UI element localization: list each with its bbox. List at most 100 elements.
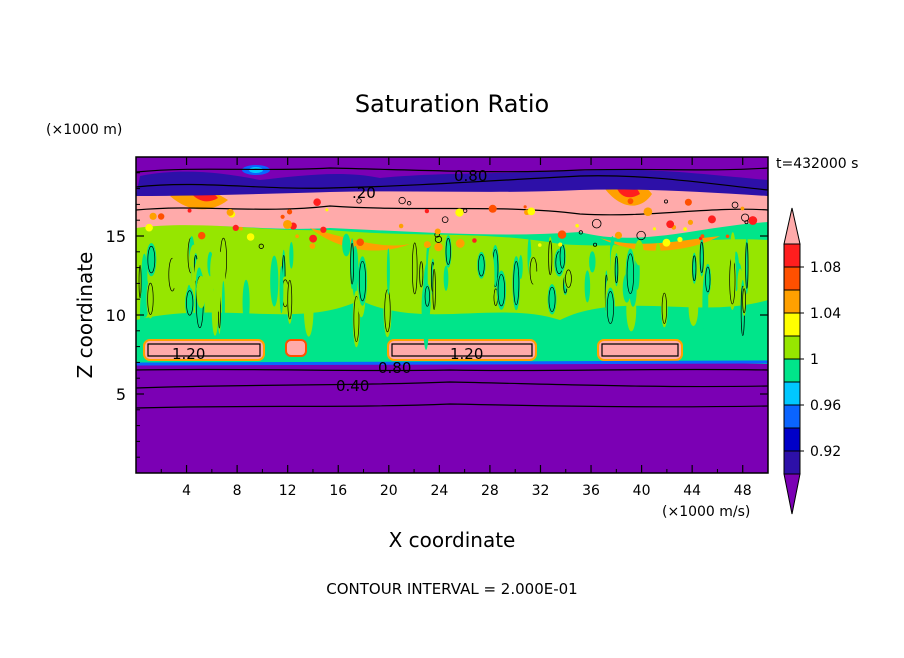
x-tick-label-1: 8 [233, 483, 242, 499]
speck [558, 242, 563, 247]
streak [688, 288, 699, 327]
speck [687, 219, 694, 225]
streak [518, 255, 523, 279]
contour-pool-3 [391, 343, 533, 357]
speck [643, 207, 653, 217]
contour-120-upper [136, 205, 768, 216]
streak-contour [742, 288, 746, 314]
colorbar-label-1: 0.96 [810, 398, 841, 414]
speck [398, 196, 406, 205]
speck [748, 216, 758, 225]
speck [664, 199, 668, 204]
y-unit-label: (×1000 m) [46, 122, 122, 138]
speck [666, 220, 675, 229]
field-pool-4 [597, 339, 683, 361]
contour-lines [136, 167, 768, 409]
streak-contour [559, 244, 566, 269]
colorbar-box-9 [783, 243, 801, 268]
y-axis: 5 10 15 [106, 172, 768, 458]
streak-contour [513, 261, 520, 306]
contour-080-upper [136, 175, 768, 191]
contour-low [136, 403, 768, 409]
colorbar-min-triangle [783, 473, 801, 515]
speck [677, 236, 683, 243]
speck [309, 234, 318, 243]
streak [589, 251, 596, 273]
streak-contour [419, 261, 424, 288]
speck [232, 224, 239, 232]
streak-contour [692, 255, 697, 282]
contour-labels: 0.80 .20 1.20 1.20 0.80 0.40 [172, 167, 487, 395]
field-pool-2 [285, 339, 307, 357]
x-axis-label: X coordinate [389, 528, 516, 552]
convective-streaks [138, 232, 749, 350]
streak [196, 275, 206, 309]
speck [557, 230, 567, 239]
x-tick-label-7: 32 [532, 483, 550, 499]
streak [730, 232, 736, 267]
streak-contour [350, 243, 354, 285]
colorbar-label-4: 1.08 [810, 260, 841, 276]
contour-label-040: 0.40 [336, 377, 369, 395]
x-tick-label-11: 48 [734, 483, 752, 499]
speck [356, 198, 362, 204]
colorbar-label-3: 1.04 [810, 306, 841, 322]
streak-contour [287, 279, 293, 320]
speck [226, 208, 234, 216]
speck [538, 243, 542, 247]
streak-contour [745, 242, 749, 289]
colorbar-box-7 [783, 289, 801, 314]
speck [731, 201, 739, 209]
speck [700, 234, 705, 239]
colorbar-box-8 [783, 266, 801, 291]
contour-040 [136, 381, 768, 389]
streak [221, 280, 225, 332]
speck [239, 226, 243, 231]
streak-contour [705, 266, 711, 293]
speck [325, 208, 329, 212]
speck [462, 208, 468, 213]
colorbar-box-1 [783, 427, 801, 452]
streak-contour [478, 254, 485, 277]
streak-contour [565, 269, 572, 288]
streak-contour [138, 264, 142, 299]
streak-contour [411, 242, 418, 295]
x-tick-label-10: 44 [683, 483, 701, 499]
streak-contour [353, 295, 360, 342]
speck [523, 205, 527, 209]
saturation-field [136, 157, 768, 473]
speck [398, 223, 404, 229]
colorbar-box-6 [783, 312, 801, 337]
y-tick-label-0: 5 [116, 385, 126, 404]
chart-title: Saturation Ratio [355, 90, 549, 118]
streak [418, 237, 424, 260]
speck [593, 242, 598, 247]
streak [634, 240, 644, 266]
speck [313, 198, 321, 207]
streak-contour [147, 282, 154, 315]
speck [145, 223, 153, 232]
streak [270, 255, 279, 307]
streak-contour [432, 268, 436, 310]
x-unit-label: (×1000 m/s) [662, 504, 750, 520]
speck [197, 231, 206, 240]
colorbar-label-0: 0.92 [810, 444, 841, 460]
speck [683, 227, 688, 232]
speck [406, 201, 412, 206]
footer-contour-interval: CONTOUR INTERVAL = 2.000E-01 [326, 580, 577, 598]
contour-top [136, 167, 768, 173]
streak [342, 233, 351, 257]
y-axis-label: Z coordinate [73, 252, 97, 379]
speck [356, 238, 364, 246]
x-tick-label-8: 36 [582, 483, 600, 499]
streak [279, 265, 284, 314]
speck [258, 243, 264, 249]
speck [283, 219, 292, 229]
speck [740, 206, 745, 211]
streak [386, 248, 390, 295]
speck [157, 213, 165, 220]
streak-contour [661, 292, 667, 324]
colorbar-box-2 [783, 404, 801, 429]
contour-label-080: 0.80 [378, 359, 411, 377]
